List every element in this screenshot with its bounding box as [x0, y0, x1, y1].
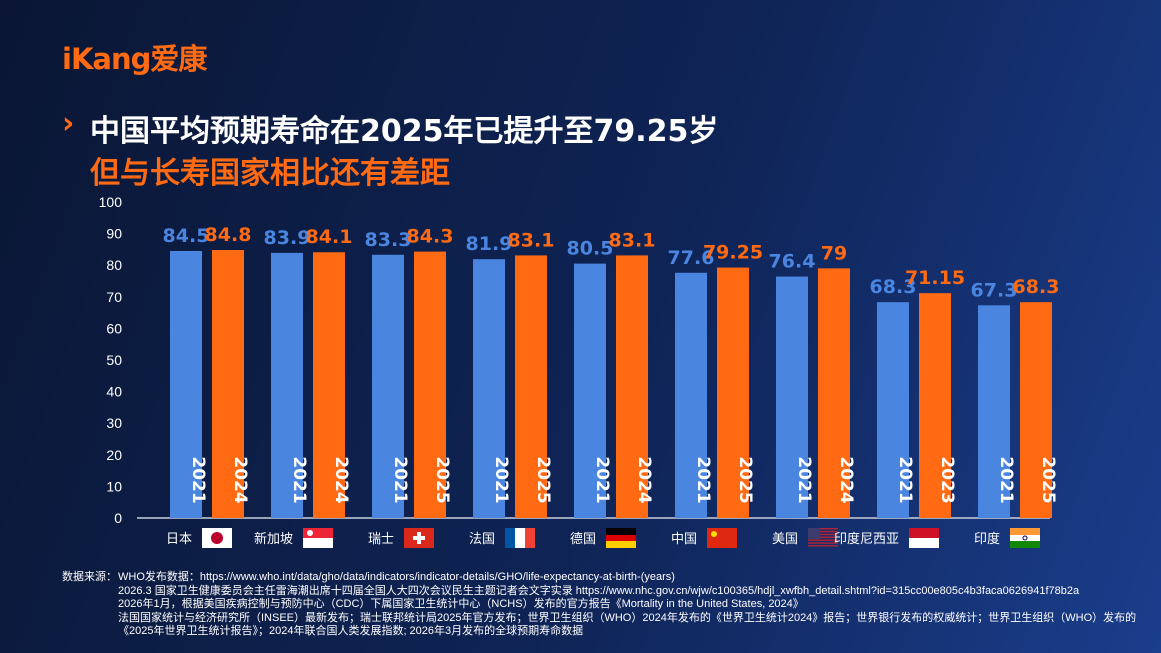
title-line-2: 但与长寿国家相比还有差距	[90, 156, 450, 191]
source-line: 法国国家统计与经济研究所（INSEE）最新发布；瑞士联邦统计局2025年官方发布…	[118, 611, 1137, 624]
source-line: WHO发布数据：https://www.who.int/data/gho/dat…	[118, 571, 675, 583]
year-label: 2021	[289, 456, 309, 503]
sources-label: 数据来源：	[62, 571, 117, 583]
year-label: 2021	[794, 456, 814, 503]
india-flag-icon	[1010, 528, 1040, 548]
year-label: 2024	[230, 456, 250, 503]
bar	[170, 250, 202, 519]
data-label: 77.6	[668, 247, 715, 269]
china-flag-icon	[707, 528, 737, 548]
bar	[675, 272, 707, 518]
year-label: 2025	[533, 456, 553, 503]
category-label: 美国	[772, 532, 798, 547]
bar	[212, 250, 244, 519]
category-label: 瑞士	[368, 532, 394, 547]
bar	[919, 293, 951, 518]
data-label: 68.3	[1013, 276, 1060, 298]
indonesia-flag-icon	[909, 528, 939, 548]
y-tick-label: 10	[106, 478, 122, 494]
bar	[515, 255, 547, 519]
y-tick-label: 60	[106, 320, 122, 336]
y-tick-label: 0	[114, 510, 122, 526]
data-label: 67.3	[971, 279, 1018, 301]
y-tick-label: 40	[106, 384, 122, 400]
data-label: 83.3	[365, 229, 412, 251]
bar	[616, 255, 648, 519]
year-label: 2025	[1038, 456, 1058, 503]
y-tick-label: 90	[106, 226, 122, 242]
y-tick-label: 50	[106, 352, 122, 368]
category-label: 印度	[974, 531, 1000, 547]
year-label: 2025	[735, 456, 755, 503]
bar	[776, 276, 808, 518]
year-label: 2021	[390, 456, 410, 503]
bar	[414, 251, 446, 518]
year-label: 2021	[592, 456, 612, 503]
year-label: 2024	[634, 456, 654, 503]
year-label: 2024	[331, 456, 351, 503]
france-flag-icon	[505, 528, 535, 548]
year-label: 2025	[432, 456, 452, 503]
source-line: 2026年1月，根据美国疾病控制与预防中心（CDC）下属国家卫生统计中心（NCH…	[118, 598, 804, 610]
y-tick-label: 80	[106, 257, 122, 273]
category-label: 中国	[671, 532, 697, 547]
year-label: 2021	[693, 456, 713, 503]
category-label: 德国	[570, 532, 596, 547]
bar	[574, 263, 606, 518]
y-tick-label: 20	[106, 447, 122, 463]
data-label: 80.5	[567, 238, 614, 260]
title-line-1: 中国平均预期寿命在2025年已提升至79.25岁	[90, 114, 719, 149]
japan-flag-icon	[202, 528, 232, 548]
data-label: 79	[821, 242, 847, 264]
switzerland-flag-icon	[404, 528, 434, 548]
bar	[717, 267, 749, 518]
year-label: 2021	[188, 456, 208, 503]
bar	[372, 254, 404, 518]
y-tick-label: 70	[106, 289, 122, 305]
category-label: 印度尼西亚	[834, 531, 899, 547]
year-label: 2023	[937, 456, 957, 503]
data-label: 79.25	[703, 242, 763, 264]
data-label: 83.9	[264, 227, 311, 249]
year-label: 2024	[836, 456, 856, 503]
bar	[473, 259, 505, 518]
source-line: 《2025年世界卫生统计报告》；2024年联合国人类发展指数; 2026年3月发…	[118, 625, 584, 637]
data-label: 68.3	[870, 276, 917, 298]
year-label: 2021	[996, 456, 1016, 503]
bar	[818, 268, 850, 518]
data-label: 71.15	[905, 267, 965, 289]
ikang-logo: iKang爱康	[62, 42, 207, 76]
data-label: 76.4	[769, 251, 816, 273]
data-label: 84.5	[163, 225, 210, 247]
singapore-flag-icon	[303, 528, 333, 548]
data-label: 84.1	[306, 226, 353, 248]
category-label: 日本	[166, 532, 192, 547]
bar-chart: 0 10 20 30 40 50 60 70 80 90 100 84.5 2021 84.8 2024 日本…	[99, 194, 1060, 548]
data-label: 83.1	[508, 229, 555, 251]
year-label: 2021	[895, 456, 915, 503]
year-label: 2021	[491, 456, 511, 503]
source-line: 2026.3 国家卫生健康委员会主任雷海潮出席十四届全国人大四次会议民生主题记者…	[118, 584, 1080, 597]
chevron-right-icon: ›	[62, 106, 75, 141]
y-tick-label: 100	[99, 194, 123, 210]
bar	[877, 302, 909, 518]
data-label: 83.1	[609, 229, 656, 251]
germany-flag-icon	[606, 528, 636, 548]
y-tick-label: 30	[106, 415, 122, 431]
bar	[271, 252, 303, 518]
bar	[1020, 302, 1052, 518]
bar	[978, 305, 1010, 518]
data-label: 84.8	[205, 224, 252, 246]
category-label: 法国	[469, 532, 495, 547]
bar	[313, 252, 345, 518]
usa-flag-icon	[808, 528, 838, 547]
data-label: 84.3	[407, 226, 454, 248]
category-label: 新加坡	[254, 531, 293, 547]
data-label: 81.9	[466, 233, 513, 255]
